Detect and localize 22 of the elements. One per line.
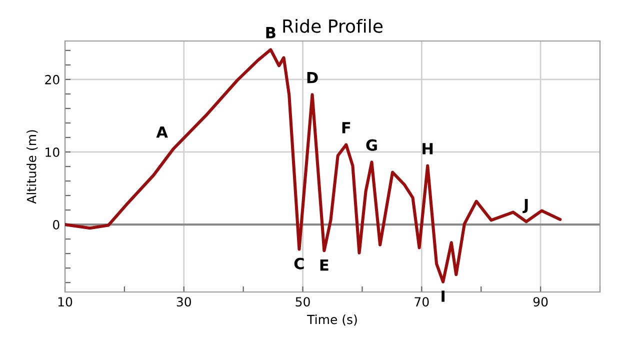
x-tick-label: 90 <box>533 297 548 307</box>
y-tick-label: 20 <box>45 74 60 84</box>
annotation: D <box>307 72 318 84</box>
y-tick-label: 10 <box>46 147 60 157</box>
x-tick-label: 10 <box>58 297 72 307</box>
annotation: F <box>342 122 350 134</box>
annotation: A <box>156 126 168 138</box>
annotation: E <box>320 259 328 271</box>
chart-title: Ride Profile <box>283 18 383 33</box>
y-tick-label: 0 <box>53 220 60 230</box>
annotation: B <box>266 27 276 38</box>
x-tick-label: 50 <box>296 297 310 307</box>
annotation: J <box>522 198 528 214</box>
x-tick-label: 30 <box>176 297 192 307</box>
y-axis-title: Altitude (m) <box>26 130 38 204</box>
x-axis-title: Time (s) <box>307 314 357 326</box>
line-series <box>65 48 562 284</box>
annotation: C <box>294 258 304 270</box>
annotation: I <box>442 290 444 302</box>
x-tick-label: 70 <box>414 297 429 307</box>
annotation: G <box>366 139 377 151</box>
annotation: H <box>422 143 433 154</box>
